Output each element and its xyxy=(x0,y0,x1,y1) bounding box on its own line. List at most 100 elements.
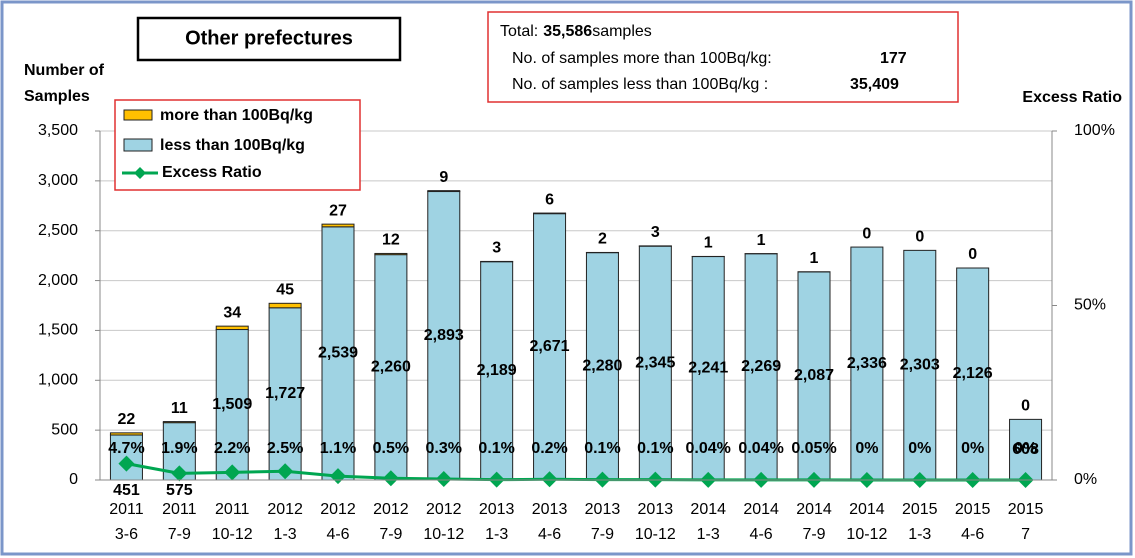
legend-box xyxy=(114,99,361,191)
x-tick-label: 7-9 xyxy=(591,526,614,543)
x-tick-label: 2014 xyxy=(690,501,726,518)
ratio-marker xyxy=(171,465,188,482)
x-tick-label: 2012 xyxy=(373,501,409,518)
bar xyxy=(427,190,461,193)
bar xyxy=(321,226,355,481)
value-label: 608 xyxy=(1012,441,1039,458)
value-label: 1 xyxy=(704,235,713,252)
bar xyxy=(268,302,302,309)
value-label: 2,189 xyxy=(477,362,517,379)
bar xyxy=(903,249,937,481)
value-label: 1.9% xyxy=(161,440,197,457)
value-label: 0 xyxy=(1021,398,1030,415)
value-label: 0% xyxy=(961,440,984,457)
info-text: No. of samples less than 100Bq/kg : xyxy=(512,76,768,93)
value-label: 451 xyxy=(113,482,140,499)
x-tick-label: 4-6 xyxy=(538,526,561,543)
x-tick-label: 1-3 xyxy=(697,526,720,543)
ratio-line xyxy=(126,462,1026,482)
plot: 0 500 1,000 1,500 2,000 2,500 3,000 3,500 0% 50% 1… xyxy=(38,122,1115,543)
info-value: 35,409 xyxy=(850,76,899,93)
x-tick-label: 10-12 xyxy=(635,526,676,543)
value-label: 1 xyxy=(757,232,766,249)
ratio-marker xyxy=(224,464,241,481)
value-label: 34 xyxy=(223,304,241,321)
x-tick-label: 7-9 xyxy=(379,526,402,543)
value-label: 2,303 xyxy=(900,356,940,373)
y-tick-label: 500 xyxy=(51,421,78,438)
ratio-marker xyxy=(382,470,399,487)
ratio-marker xyxy=(541,471,558,488)
x-tick-label: 2014 xyxy=(796,501,832,518)
bar xyxy=(427,191,461,481)
x-tick-label: 10-12 xyxy=(846,526,887,543)
x-tick-label: 1-3 xyxy=(274,526,297,543)
y-tick-label: 1,500 xyxy=(38,322,78,339)
x-tick-label: 1-3 xyxy=(485,526,508,543)
value-label: 0.04% xyxy=(686,440,731,457)
x-tick-label: 7-9 xyxy=(802,526,825,543)
x-tick-label: 2011 xyxy=(109,501,144,518)
x-tick-label: 1-3 xyxy=(908,526,931,543)
value-label: 2,280 xyxy=(582,358,622,375)
bar xyxy=(956,267,990,481)
x-tick-label: 2013 xyxy=(585,501,621,518)
value-label: 2,893 xyxy=(424,327,464,344)
value-label: 0% xyxy=(908,440,931,457)
info-text: No. of samples more than 100Bq/kg: xyxy=(512,50,772,67)
value-label: 0.2% xyxy=(531,440,567,457)
bar xyxy=(374,254,408,481)
y2-tick-label: 100% xyxy=(1074,122,1115,139)
value-label: 0.1% xyxy=(637,440,673,457)
value-label: 0.1% xyxy=(478,440,514,457)
value-label: 0 xyxy=(968,246,977,263)
value-label: 2,087 xyxy=(794,367,834,384)
x-tick-label: 2011 xyxy=(162,501,197,518)
x-tick-label: 2015 xyxy=(902,501,938,518)
ratio-marker xyxy=(277,463,294,480)
x-tick-label: 10-12 xyxy=(423,526,464,543)
x-tick-label: 4-6 xyxy=(961,526,984,543)
info-text: samples xyxy=(592,23,652,40)
info-value: 177 xyxy=(880,50,907,67)
y-tick-label: 2,500 xyxy=(38,222,78,239)
x-tick-label: 2013 xyxy=(532,501,568,518)
bar xyxy=(744,253,778,481)
bar xyxy=(321,223,355,228)
ratio-marker xyxy=(435,470,452,487)
y-tick-label: 3,500 xyxy=(38,122,78,139)
value-label: 0 xyxy=(862,225,871,242)
y2-tick-label: 50% xyxy=(1074,297,1106,314)
value-label: 0.5% xyxy=(373,440,409,457)
info-value: 35,586 xyxy=(543,23,592,40)
value-label: 3 xyxy=(651,224,660,241)
info-box xyxy=(487,11,959,103)
x-tick-label: 2014 xyxy=(743,501,779,518)
x-tick-label: 2014 xyxy=(849,501,885,518)
value-label: 1 xyxy=(810,250,819,267)
value-label: 6 xyxy=(545,191,554,208)
bar xyxy=(162,421,196,424)
value-label: 0.04% xyxy=(738,440,783,457)
value-label: 2,260 xyxy=(371,359,411,376)
bar xyxy=(533,213,567,481)
x-tick-label: 4-6 xyxy=(326,526,349,543)
y-tick-label: 0 xyxy=(69,471,78,488)
y-axis-title: Samples xyxy=(24,88,90,105)
y-tick-label: 3,000 xyxy=(38,172,78,189)
x-tick-label: 2013 xyxy=(479,501,515,518)
legend-label: more than 100Bq/kg xyxy=(160,107,313,124)
bar xyxy=(215,325,249,331)
value-label: 0.1% xyxy=(584,440,620,457)
value-label: 2,345 xyxy=(635,354,675,371)
value-label: 0% xyxy=(855,440,878,457)
x-tick-label: 2012 xyxy=(267,501,303,518)
value-label: 27 xyxy=(329,202,347,219)
legend-label: less than 100Bq/kg xyxy=(160,137,305,154)
bar xyxy=(691,256,725,481)
legend-label: Excess Ratio xyxy=(162,164,262,181)
value-label: 2.5% xyxy=(267,440,303,457)
bar xyxy=(109,432,143,436)
